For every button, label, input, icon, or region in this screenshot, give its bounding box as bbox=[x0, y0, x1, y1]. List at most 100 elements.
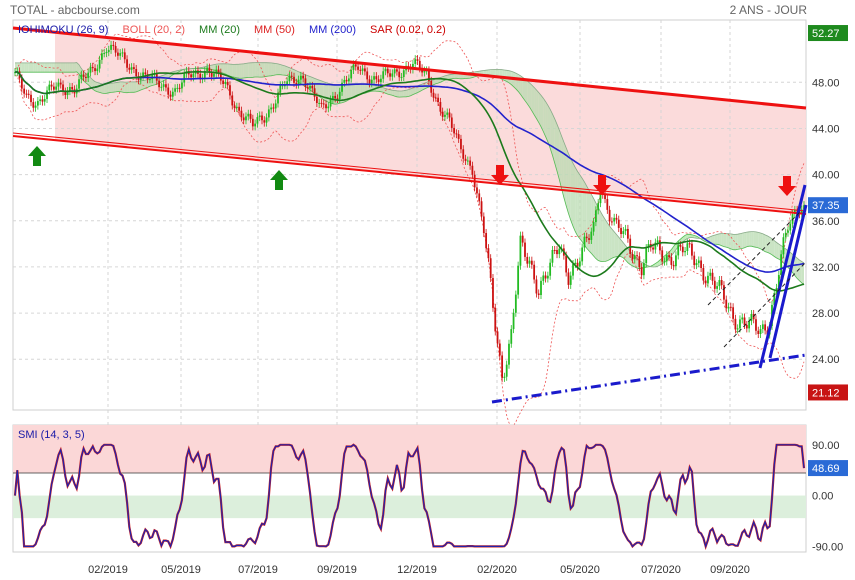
candle-body bbox=[444, 114, 446, 117]
price-tag-box bbox=[808, 384, 848, 401]
candle-body bbox=[167, 87, 170, 95]
candle-body bbox=[87, 72, 90, 78]
candle-body bbox=[206, 67, 209, 72]
candle-body bbox=[567, 272, 570, 285]
candle-body bbox=[382, 71, 385, 79]
candle-body bbox=[672, 264, 675, 267]
price-tag-label: 37.35 bbox=[812, 200, 840, 212]
candle-body bbox=[226, 81, 229, 86]
candle-body bbox=[25, 93, 28, 95]
candle-body bbox=[39, 99, 42, 102]
candle-body bbox=[684, 251, 686, 253]
candle-body bbox=[370, 79, 373, 84]
candle-body bbox=[544, 275, 547, 279]
candle-body bbox=[288, 75, 291, 82]
smi-value-box bbox=[808, 460, 848, 477]
candle-body bbox=[681, 246, 684, 253]
candle-body bbox=[617, 219, 620, 228]
candle-body bbox=[622, 231, 625, 235]
candle-body bbox=[224, 81, 227, 84]
candle-body bbox=[391, 73, 394, 77]
candle-body bbox=[334, 95, 337, 99]
candle-body bbox=[235, 106, 238, 108]
candle-body bbox=[780, 254, 783, 276]
candle-body bbox=[82, 74, 85, 77]
candle-body bbox=[640, 267, 643, 276]
time-tick-label: 12/2019 bbox=[397, 564, 437, 576]
candle-body bbox=[423, 70, 426, 73]
candle-body bbox=[142, 72, 144, 77]
candle-body bbox=[62, 84, 64, 92]
smi-line bbox=[14, 444, 805, 549]
candle-body bbox=[654, 242, 657, 250]
candle-body bbox=[585, 236, 588, 239]
candle-body bbox=[386, 68, 389, 74]
candle-body bbox=[537, 293, 540, 296]
candle-body bbox=[311, 85, 314, 89]
candle-body bbox=[702, 268, 705, 281]
candle-body bbox=[590, 231, 593, 240]
candle-body bbox=[215, 69, 218, 74]
candle-body bbox=[309, 85, 311, 89]
candle-body bbox=[729, 306, 732, 308]
candle-body bbox=[329, 99, 332, 107]
candle-body bbox=[462, 149, 465, 159]
candle-body bbox=[508, 343, 510, 365]
candle-body bbox=[377, 79, 380, 83]
candle-body bbox=[457, 134, 460, 139]
candle-body bbox=[302, 75, 305, 79]
candle-body bbox=[503, 376, 506, 378]
candle-body bbox=[345, 79, 348, 82]
candle-body bbox=[656, 240, 659, 243]
candle-body bbox=[482, 216, 485, 233]
candle-body bbox=[597, 203, 600, 211]
candle-body bbox=[476, 187, 478, 194]
price-tick-label: 36.00 bbox=[812, 216, 840, 228]
candle-body bbox=[540, 280, 542, 296]
candle-body bbox=[713, 280, 716, 289]
candle-body bbox=[91, 66, 94, 69]
candle-body bbox=[55, 86, 58, 90]
candle-body bbox=[739, 319, 741, 329]
smi-overbought-zone bbox=[13, 425, 806, 473]
candle-body bbox=[121, 52, 124, 54]
candle-body bbox=[750, 314, 753, 322]
signal-arrow-down bbox=[593, 175, 611, 195]
candle-body bbox=[764, 324, 767, 331]
candle-body bbox=[718, 280, 721, 287]
candle-body bbox=[620, 227, 622, 235]
legend-item: MM (20) bbox=[199, 24, 240, 36]
candle-body bbox=[261, 115, 263, 121]
candle-body bbox=[745, 324, 748, 329]
candle-body bbox=[583, 236, 586, 248]
candle-body bbox=[569, 275, 572, 285]
candle-body bbox=[219, 72, 222, 81]
price-tick-label: 32.00 bbox=[812, 262, 840, 274]
sell-signal bbox=[778, 176, 796, 196]
candle-body bbox=[34, 105, 37, 108]
candle-body bbox=[352, 64, 355, 70]
candle-body bbox=[304, 78, 307, 88]
candle-body bbox=[633, 255, 636, 260]
candle-body bbox=[631, 253, 634, 260]
bollinger-upper bbox=[14, 33, 805, 303]
candle-body bbox=[229, 85, 231, 96]
candle-body bbox=[432, 92, 435, 98]
candle-body bbox=[487, 248, 490, 259]
candle-body bbox=[293, 76, 295, 83]
candle-body bbox=[149, 79, 151, 81]
candle-body bbox=[213, 73, 215, 77]
candle-body bbox=[414, 59, 417, 64]
candle-body bbox=[455, 133, 458, 135]
candle-body bbox=[485, 232, 488, 249]
candle-body bbox=[551, 249, 554, 263]
candle-body bbox=[364, 68, 366, 72]
candle-body bbox=[281, 85, 284, 87]
candle-body bbox=[320, 102, 323, 104]
candle-body bbox=[659, 240, 661, 251]
candle-body bbox=[732, 307, 735, 319]
candle-body bbox=[66, 91, 69, 96]
price-tag-label: 52.27 bbox=[812, 28, 840, 40]
candle-body bbox=[123, 52, 126, 60]
candle-body bbox=[203, 71, 206, 78]
